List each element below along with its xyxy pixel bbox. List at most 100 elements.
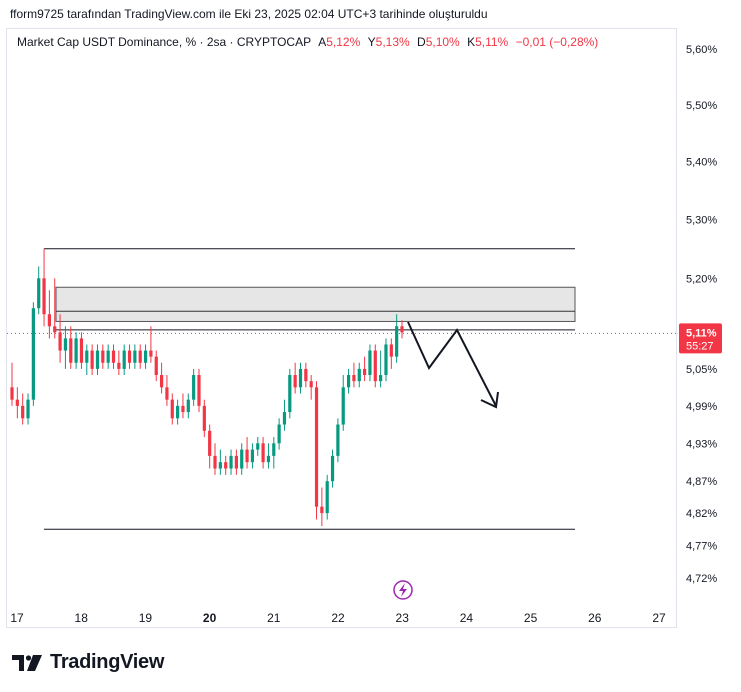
candle-body [127,350,132,363]
supply-zone-box[interactable] [55,286,576,322]
candle-body [218,462,222,469]
y-tick-label: 5,60% [686,44,717,56]
candle-body [229,455,233,469]
y-tick-label: 4,93% [686,438,717,450]
projection-path[interactable] [407,321,497,407]
candle-body [250,449,255,463]
open-label: A [318,35,327,49]
candle-body [330,455,335,482]
y-tick-label: 5,05% [686,364,717,376]
candle-body [384,344,388,376]
candle-body [208,430,212,456]
candle-body [352,375,356,382]
tradingview-brand: TradingView [50,651,165,673]
close-label: K [467,35,476,49]
candle-body [245,449,249,463]
candle-body [122,350,126,369]
candle-body [149,350,153,357]
candle-body [379,375,383,382]
candle-body [395,326,399,357]
high-value: 5,13% [375,35,410,49]
candle-body [95,350,100,369]
x-tick-label: 18 [75,611,89,625]
candle-body [320,506,324,514]
x-tick-label: 25 [524,611,538,625]
candle-body [176,405,180,419]
x-tick-label: 20 [203,611,217,625]
candle-body [293,375,297,388]
candle-body [74,338,78,363]
tradingview-logo[interactable]: TradingView [12,651,164,674]
x-tick-label: 26 [588,611,602,625]
symbol-title[interactable]: Market Cap USDT Dominance, % · 2sa · CRY… [17,35,311,49]
candle-body [304,368,308,382]
candle-body [101,350,105,363]
low-label: D [417,35,426,49]
y-tick-label: 4,77% [686,540,717,552]
candle-body [272,443,276,456]
candle-body [165,387,169,400]
candle-body [42,278,46,315]
candle-body [197,375,201,406]
y-tick-label: 4,72% [686,573,717,585]
candle-body [336,424,340,456]
candle-body [261,443,265,463]
open-value: 5,12% [326,35,361,49]
candle-body [10,387,14,400]
candle-body [240,449,244,469]
x-tick-label: 27 [652,611,666,625]
candle-body [186,399,190,413]
candle-body [266,455,271,463]
tradingview-logo-icon [12,654,42,671]
candle-body [143,350,148,363]
projection-arrowhead [480,391,499,409]
candle-body [288,375,292,413]
candle-body [357,368,361,382]
candle-body [314,387,319,507]
x-tick-label: 21 [267,611,281,625]
low-value: 5,10% [425,35,460,49]
bar-countdown-label: 55:27 [686,340,714,352]
candle-body [111,350,116,363]
candle-body [181,405,185,413]
candle-body [363,368,367,376]
symbol-legend: Market Cap USDT Dominance, % · 2sa · CRY… [17,35,598,49]
x-tick-label: 19 [139,611,153,625]
y-tick-label: 4,99% [686,401,717,413]
candle-body [133,350,137,363]
candle-body [277,424,281,444]
candle-body [21,405,25,419]
candle-body [341,387,345,425]
candle-body [389,344,393,357]
lightning-icon[interactable] [393,580,413,600]
candle-body [79,338,84,363]
change-value: −0,01 (−0,28%) [515,35,599,49]
candle-body [346,375,351,388]
candle-body [53,326,57,333]
candle-body [90,350,94,369]
candle-body [202,405,206,431]
candle-body [213,455,217,469]
candle-body [26,399,30,419]
close-value: 5,11% [475,35,509,49]
chart-frame [6,28,677,628]
x-tick-label: 23 [396,611,410,625]
last-price-label: 5,11% [686,327,717,339]
candle-body [159,375,164,388]
x-axis: 17 18 19 20 21 22 23 24 25 26 27 [10,611,666,625]
candle-body [47,314,51,327]
candle-body [373,350,377,382]
candle-body [154,356,158,376]
last-price-badge-bg [679,323,722,354]
y-tick-label: 4,82% [686,508,717,520]
candle-body [256,443,260,450]
y-tick-label: 5,20% [686,273,717,285]
candle-body [15,399,19,406]
x-tick-label: 17 [10,611,24,625]
y-axis: 5,60% 5,50% 5,40% 5,30% 5,20% 5,05% 4,99% 4,93%… [686,44,717,585]
candle-body [325,481,329,514]
x-tick-label: 24 [460,611,474,625]
candle-body [298,368,303,388]
high-label: Y [367,35,376,49]
